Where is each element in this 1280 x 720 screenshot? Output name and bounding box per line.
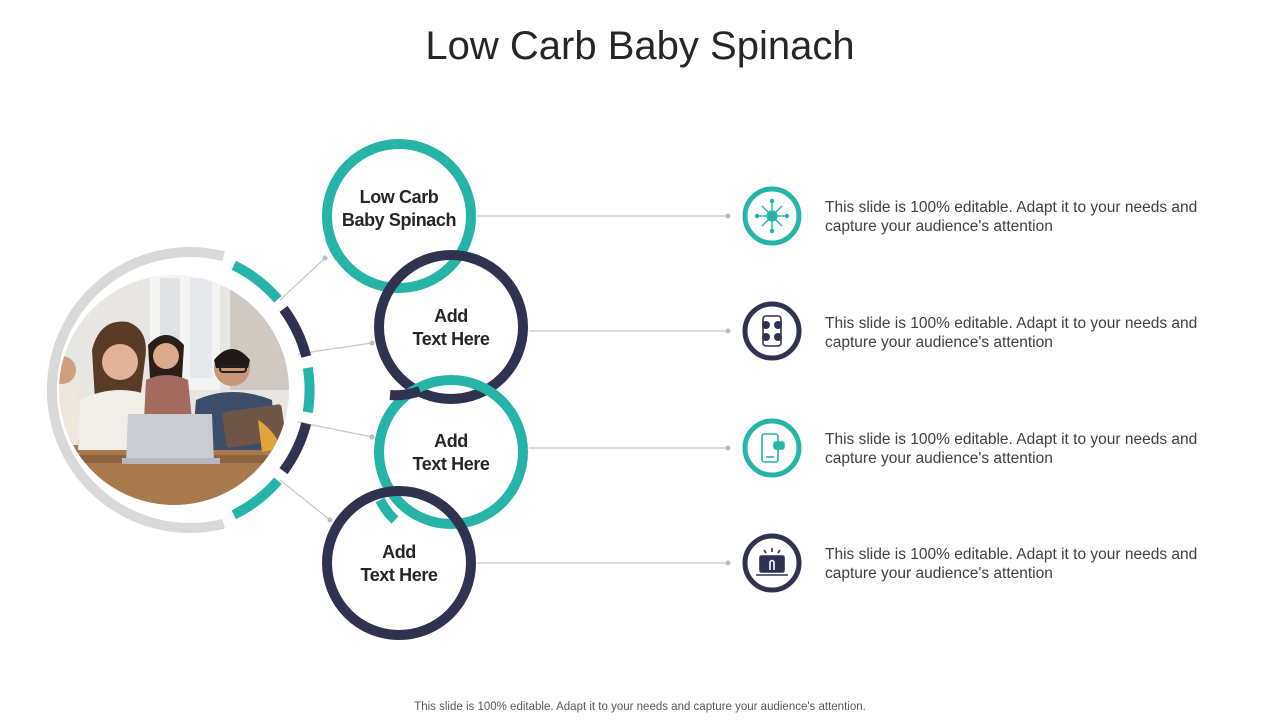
photo-connector-1 — [279, 257, 326, 301]
connector-lines — [279, 215, 728, 564]
icon-badge-3 — [742, 418, 802, 478]
label-rings — [322, 139, 528, 640]
description-1: This slide is 100% editable. Adapt it to… — [825, 199, 1198, 235]
ring-4 — [322, 486, 476, 640]
connector-dots — [322, 213, 731, 566]
ring-2 — [374, 250, 528, 404]
ring-label-2: Add Text Here — [412, 306, 490, 349]
slide-footer: This slide is 100% editable. Adapt it to… — [414, 701, 866, 713]
ring-label-3: Add Text Here — [412, 431, 490, 474]
icon-badge-4 — [742, 533, 802, 593]
ring-label-1: Low Carb Baby Spinach — [341, 187, 457, 230]
ring-label-4: Add Text Here — [360, 542, 438, 585]
network-globe-icon — [754, 198, 790, 234]
photo-connector-4 — [279, 479, 331, 521]
icon-badge-1 — [742, 186, 802, 246]
photo-connector-3 — [297, 421, 373, 438]
ring-1 — [322, 139, 476, 293]
description-4: This slide is 100% editable. Adapt it to… — [825, 546, 1198, 582]
icon-badge-2 — [742, 301, 802, 361]
ring-3 — [374, 375, 528, 529]
description-3: This slide is 100% editable. Adapt it to… — [825, 431, 1198, 467]
laptop-touch-icon — [756, 548, 788, 576]
mobile-chat-icon — [761, 433, 785, 463]
photo-connector-2 — [297, 342, 373, 355]
slide-title: Low Carb Baby Spinach — [425, 24, 855, 68]
description-2: This slide is 100% editable. Adapt it to… — [825, 315, 1198, 351]
social-media-phone-icon — [762, 315, 782, 347]
photo-ring — [46, 247, 315, 533]
